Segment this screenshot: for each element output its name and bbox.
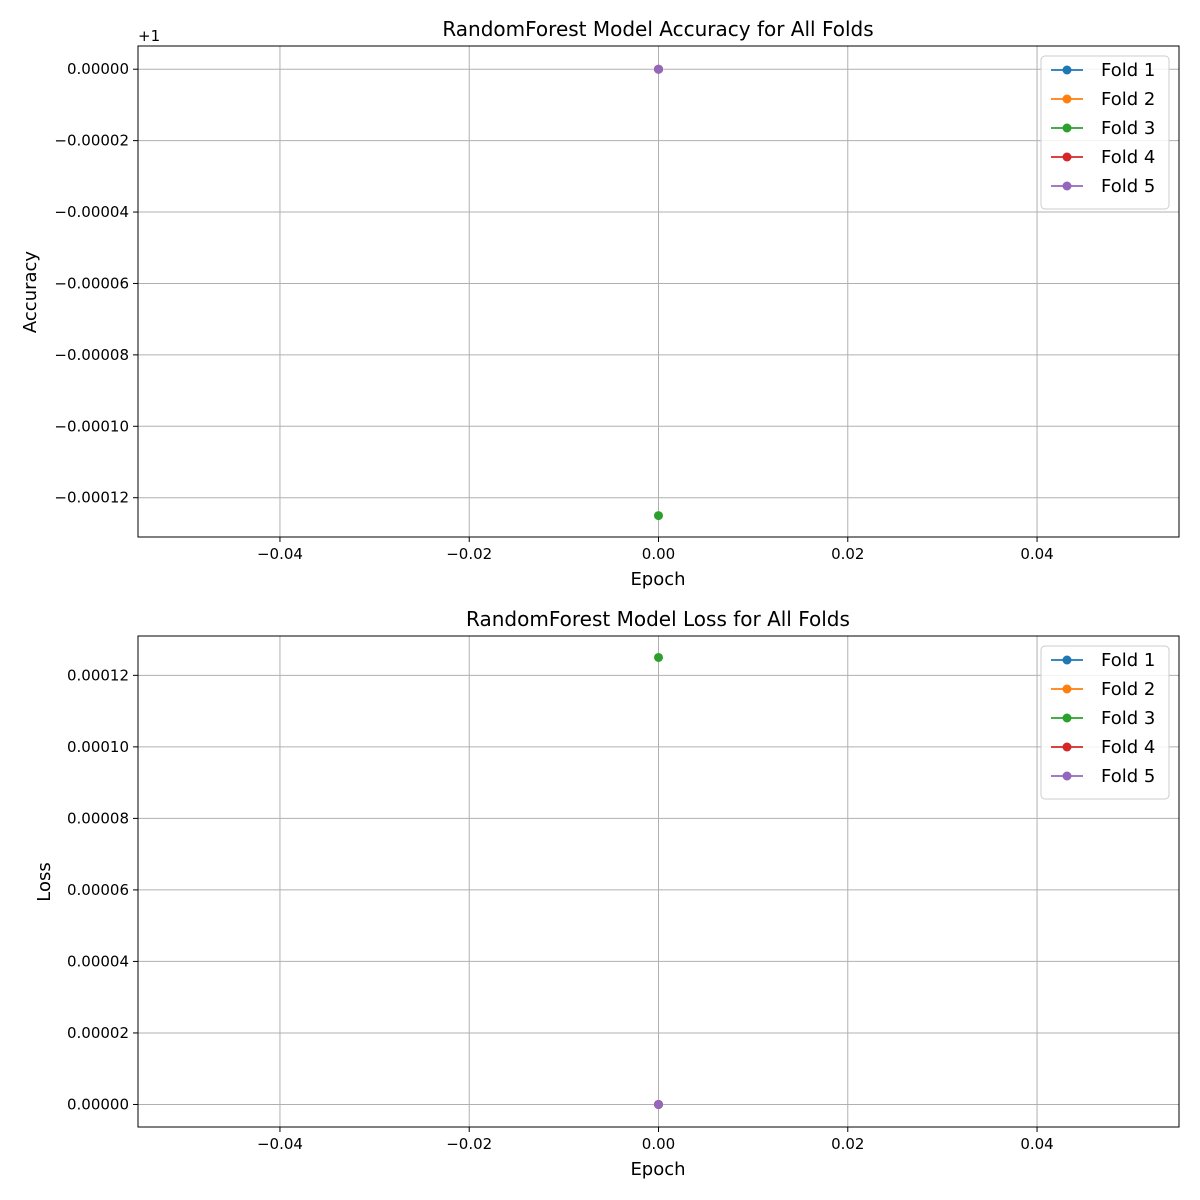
accuracy-y-tick-label: 0.00000	[67, 60, 129, 78]
loss-legend-fold-5-swatch-marker	[1062, 771, 1072, 781]
accuracy-chart: RandomForest Model Accuracy for All Fold…	[20, 17, 1180, 590]
accuracy-y-tick-label: −0.00008	[54, 346, 129, 364]
loss-y-tick-label: 0.00000	[67, 1095, 129, 1113]
loss-legend-fold-4-swatch-marker	[1062, 742, 1072, 752]
loss-x-tick-label: −0.04	[257, 1135, 303, 1153]
loss-legend-fold-3-label: Fold 3	[1101, 708, 1155, 729]
loss-legend-fold-2-swatch-marker	[1062, 684, 1072, 694]
loss-legend-frame	[1040, 645, 1170, 800]
loss-legend-fold-1-swatch-marker	[1062, 655, 1072, 665]
accuracy-y-tick-label: −0.00012	[54, 489, 129, 507]
accuracy-y-tick-label: −0.00004	[54, 203, 129, 221]
loss-fold-5-point	[654, 1099, 663, 1109]
loss-legend-fold-1-label: Fold 1	[1101, 650, 1155, 671]
accuracy-legend-fold-2-label: Fold 2	[1101, 89, 1155, 110]
loss-legend-fold-2-label: Fold 2	[1101, 679, 1155, 700]
accuracy-y-tick-label: −0.00006	[54, 274, 129, 292]
loss-y-tick-label: 0.00008	[67, 809, 129, 827]
accuracy-fold-5-point	[654, 64, 663, 74]
accuracy-legend-fold-5-label: Fold 5	[1101, 176, 1155, 197]
accuracy-legend-fold-3-swatch-marker	[1062, 123, 1072, 133]
accuracy-legend-fold-3-label: Fold 3	[1101, 118, 1155, 139]
accuracy-chart-title: RandomForest Model Accuracy for All Fold…	[442, 17, 873, 41]
accuracy-x-axis-label: Epoch	[630, 569, 685, 590]
loss-ticks: −0.04 −0.02 0.00 0.02 0.04 0.00000 0.00002 0.00…	[67, 666, 1054, 1153]
loss-plot-area	[654, 652, 663, 1109]
loss-legend-fold-5-label: Fold 5	[1101, 766, 1155, 787]
accuracy-legend-fold-1-swatch-marker	[1062, 65, 1072, 75]
loss-y-tick-label: 0.00012	[67, 666, 129, 684]
accuracy-y-offset-label: +1	[138, 27, 160, 45]
accuracy-x-tick-label: −0.02	[446, 545, 492, 563]
accuracy-y-axis-label: Accuracy	[20, 251, 41, 334]
loss-y-tick-label: 0.00002	[67, 1024, 129, 1042]
loss-axes-frame	[137, 635, 1180, 1128]
accuracy-axes-frame	[137, 45, 1180, 538]
accuracy-ticks: −0.04 −0.02 0.00 0.02 0.04 0.00000 −0.00002 −0.…	[54, 60, 1053, 563]
loss-x-tick-label: −0.02	[446, 1135, 492, 1153]
loss-fold-3-point	[654, 652, 663, 662]
accuracy-x-tick-label: 0.00	[642, 545, 675, 563]
accuracy-plot-area	[654, 64, 663, 521]
loss-legend-fold-4-label: Fold 4	[1101, 737, 1155, 758]
loss-x-tick-label: 0.04	[1020, 1135, 1053, 1153]
loss-y-tick-label: 0.00004	[67, 952, 129, 970]
accuracy-fold-3-point	[654, 511, 663, 521]
accuracy-x-tick-label: 0.04	[1020, 545, 1053, 563]
accuracy-legend-fold-5-swatch-marker	[1062, 181, 1072, 191]
loss-chart-title: RandomForest Model Loss for All Folds	[466, 607, 850, 631]
loss-y-axis-label: Loss	[34, 862, 55, 901]
accuracy-x-tick-label: −0.04	[257, 545, 303, 563]
accuracy-legend-fold-1-label: Fold 1	[1101, 60, 1155, 81]
accuracy-y-tick-label: −0.00002	[54, 132, 129, 150]
loss-x-tick-label: 0.00	[642, 1135, 675, 1153]
accuracy-legend-fold-4-label: Fold 4	[1101, 147, 1155, 168]
loss-chart: RandomForest Model Loss for All Folds Ep…	[34, 607, 1180, 1180]
accuracy-legend-fold-2-swatch-marker	[1062, 94, 1072, 104]
loss-x-tick-label: 0.02	[831, 1135, 864, 1153]
accuracy-x-tick-label: 0.02	[831, 545, 864, 563]
accuracy-legend-frame	[1040, 55, 1170, 210]
accuracy-legend-fold-4-swatch-marker	[1062, 152, 1072, 162]
loss-y-tick-label: 0.00010	[67, 738, 129, 756]
loss-y-tick-label: 0.00006	[67, 881, 129, 899]
loss-legend-fold-3-swatch-marker	[1062, 713, 1072, 723]
accuracy-y-tick-label: −0.00010	[54, 417, 129, 435]
loss-legend: Fold 1 Fold 2 Fold 3 Fold 4 Fold 5	[1040, 645, 1170, 800]
loss-x-axis-label: Epoch	[630, 1159, 685, 1180]
accuracy-legend: Fold 1 Fold 2 Fold 3 Fold 4 Fold 5	[1040, 55, 1170, 210]
